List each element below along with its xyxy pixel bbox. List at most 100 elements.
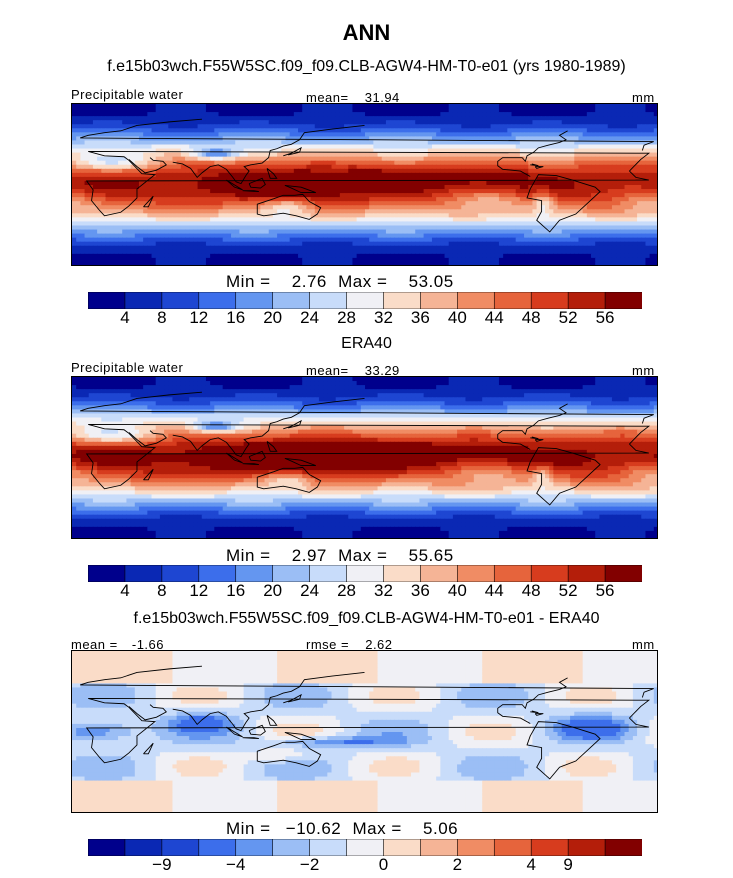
field-cell: [272, 205, 278, 210]
field-cell: [540, 156, 546, 162]
field-cell: [390, 233, 395, 239]
field-cell: [603, 116, 609, 121]
field-cell: [130, 120, 136, 125]
field-cell: [76, 197, 81, 202]
field-cell: [147, 225, 153, 231]
field-cell: [540, 176, 546, 182]
field-cell: [478, 221, 483, 227]
field-cell: [260, 144, 266, 150]
field-cell: [80, 225, 86, 231]
field-cell: [314, 189, 320, 194]
field-cell: [632, 136, 638, 142]
field-cell: [138, 221, 144, 227]
field-cell: [607, 221, 613, 227]
field-cell: [185, 245, 190, 251]
field-cell: [84, 213, 90, 218]
field-cell: [536, 104, 542, 109]
field-cell: [549, 160, 554, 166]
field-cell: [632, 241, 638, 247]
field-cell: [331, 116, 337, 121]
field-cell: [469, 104, 475, 109]
field-cell: [122, 172, 128, 178]
field-cell: [122, 233, 128, 239]
field-cell: [256, 180, 261, 186]
field-cell: [352, 209, 358, 214]
field-cell: [415, 164, 421, 170]
field-cell: [411, 116, 416, 121]
field-cell: [519, 148, 525, 154]
field-cell: [478, 156, 483, 162]
field-cell: [415, 233, 421, 239]
field-cell: [411, 229, 416, 235]
field-cell: [607, 213, 613, 218]
field-cell: [159, 144, 165, 150]
field-cell: [373, 205, 379, 210]
field-cell: [151, 132, 157, 137]
field-cell: [641, 180, 647, 186]
field-cell: [490, 164, 496, 170]
field-cell: [189, 176, 194, 182]
field-cell: [561, 217, 567, 223]
field-cell: [310, 197, 316, 202]
field-cell: [289, 180, 295, 186]
field-cell: [461, 160, 467, 166]
field-cell: [218, 168, 224, 174]
field-cell: [524, 152, 529, 158]
field-cell: [97, 112, 102, 117]
field-cell: [486, 229, 492, 235]
field-cell: [172, 132, 178, 137]
field-cell: [528, 237, 534, 243]
field-cell: [473, 237, 479, 243]
field-cell: [649, 237, 655, 243]
field-cell: [356, 241, 362, 247]
field-cell: [503, 176, 508, 182]
field-cell: [377, 184, 383, 190]
field-cell: [306, 217, 312, 223]
field-cell: [352, 116, 358, 121]
field-cell: [235, 140, 241, 146]
field-cell: [364, 180, 370, 186]
field-cell: [210, 213, 215, 218]
field-cell: [277, 156, 282, 162]
field-cell: [155, 193, 161, 198]
field-cell: [603, 217, 609, 223]
field-cell: [364, 128, 370, 133]
field-cell: [582, 225, 588, 231]
field-cell: [524, 104, 529, 109]
field-cell: [205, 116, 211, 121]
field-cell: [398, 229, 404, 235]
field-cell: [331, 237, 337, 243]
field-cell: [260, 201, 266, 206]
field-cell: [222, 132, 228, 137]
field-cell: [109, 237, 115, 243]
field-cell: [436, 217, 441, 223]
field-cell: [314, 120, 320, 125]
field-cell: [118, 209, 123, 214]
field-cell: [503, 156, 508, 162]
field-cell: [226, 172, 232, 178]
field-cell: [482, 104, 487, 109]
field-cell: [97, 197, 102, 202]
field-cell: [356, 172, 362, 178]
field-cell: [314, 205, 320, 210]
field-cell: [394, 229, 400, 235]
field-cell: [369, 136, 374, 142]
field-cell: [582, 193, 588, 198]
field-cell: [591, 217, 596, 223]
field-cell: [452, 124, 458, 129]
field-cell: [528, 193, 534, 198]
field-cell: [641, 112, 647, 117]
field-cell: [473, 217, 479, 223]
field-cell: [176, 241, 182, 247]
field-cell: [544, 164, 550, 170]
field-cell: [101, 189, 107, 194]
field-cell: [218, 132, 224, 137]
field-cell: [632, 229, 638, 235]
field-cell: [318, 136, 324, 142]
field-cell: [364, 229, 370, 235]
field-cell: [302, 172, 307, 178]
field-cell: [482, 213, 487, 218]
field-cell: [122, 237, 128, 243]
field-cell: [118, 221, 123, 227]
field-cell: [536, 237, 542, 243]
